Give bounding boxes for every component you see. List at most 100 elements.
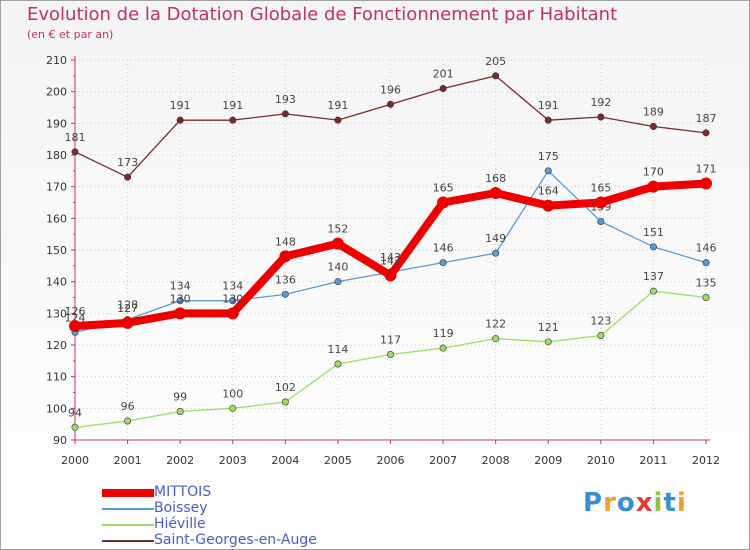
data-label: 170 (643, 166, 664, 179)
y-tick-label: 90 (53, 434, 67, 447)
data-label: 191 (327, 99, 348, 112)
legend-swatch (102, 540, 154, 542)
data-point (492, 72, 500, 80)
data-label: 130 (222, 292, 243, 305)
data-point (597, 331, 605, 339)
data-label: 134 (170, 280, 191, 293)
data-label: 99 (173, 391, 187, 404)
x-tick-label: 2006 (377, 454, 405, 467)
chart-title: Evolution de la Dotation Globale de Fonc… (27, 4, 618, 25)
data-point (281, 398, 289, 406)
x-tick-label: 2005 (324, 454, 352, 467)
data-label: 173 (117, 156, 138, 169)
data-point (176, 407, 184, 415)
data-label: 124 (65, 311, 86, 324)
data-label: 187 (696, 112, 717, 125)
logo-letter: r (603, 488, 617, 518)
data-point (649, 123, 657, 131)
data-point (544, 338, 552, 346)
data-point (597, 218, 605, 226)
x-tick-label: 2001 (114, 454, 142, 467)
data-label: 171 (696, 163, 717, 176)
y-tick-label: 100 (46, 402, 67, 415)
data-label: 164 (538, 185, 559, 198)
data-point (226, 307, 239, 320)
x-tick-label: 2011 (639, 454, 667, 467)
data-point (176, 297, 184, 305)
data-point (229, 404, 237, 412)
data-point (439, 344, 447, 352)
data-point (281, 290, 289, 298)
data-label: 191 (538, 99, 559, 112)
data-label: 140 (327, 261, 348, 274)
data-point (492, 335, 500, 343)
data-point (69, 320, 81, 332)
y-tick-label: 210 (46, 54, 67, 67)
data-label: 151 (643, 226, 664, 239)
data-point (386, 100, 394, 108)
data-point (176, 116, 184, 124)
data-point (439, 85, 447, 93)
data-point (384, 269, 397, 282)
x-tick-label: 2000 (61, 454, 89, 467)
data-label: 121 (538, 321, 559, 334)
data-point (439, 259, 447, 267)
data-label: 128 (117, 299, 138, 312)
data-point (492, 249, 500, 257)
data-point (71, 423, 79, 431)
data-label: 181 (65, 131, 86, 144)
data-label: 96 (121, 400, 135, 413)
data-point (124, 173, 132, 181)
data-point (71, 148, 79, 156)
y-tick-label: 180 (46, 149, 67, 162)
data-point (334, 116, 342, 124)
data-label: 94 (68, 406, 82, 419)
data-point (702, 259, 710, 267)
data-label: 137 (643, 270, 664, 283)
y-tick-label: 160 (46, 212, 67, 225)
data-point (544, 167, 552, 175)
data-label: 196 (380, 83, 401, 96)
x-tick-label: 2010 (587, 454, 615, 467)
data-point (174, 307, 187, 320)
data-label: 168 (485, 172, 506, 185)
data-point (542, 199, 555, 212)
data-point (594, 196, 607, 209)
data-label: 175 (538, 150, 559, 163)
data-point (489, 187, 502, 199)
x-tick-label: 2009 (534, 454, 562, 467)
data-label: 130 (170, 292, 191, 305)
data-point (334, 360, 342, 368)
data-point (702, 293, 710, 301)
proxiti-logo: Proxiti (583, 488, 687, 518)
y-tick-label: 120 (46, 339, 67, 352)
data-point (334, 278, 342, 286)
y-tick-label: 170 (46, 181, 67, 194)
data-label: 191 (222, 99, 243, 112)
data-label: 146 (433, 242, 454, 255)
logo-letter: i (653, 488, 664, 518)
data-point (700, 177, 712, 190)
y-tick-label: 150 (46, 244, 67, 257)
data-point (544, 116, 552, 124)
data-label: 127 (117, 302, 138, 315)
data-label: 119 (433, 327, 454, 340)
y-tick-label: 140 (46, 276, 67, 289)
legend-swatch (102, 524, 154, 526)
data-label: 146 (696, 242, 717, 255)
data-label: 134 (222, 280, 243, 293)
data-point (702, 129, 710, 137)
data-label: 102 (275, 381, 296, 394)
legend-label: Boissey (154, 500, 208, 516)
chart-subtitle: (en € et par an) (27, 28, 114, 41)
legend-label: Saint-Georges-en-Auge (154, 532, 317, 548)
data-label: 123 (590, 315, 611, 328)
data-point (437, 196, 450, 209)
x-tick-label: 2004 (271, 454, 299, 467)
y-tick-label: 130 (46, 307, 67, 320)
legend-swatch (102, 489, 154, 497)
data-label: 142 (380, 254, 401, 267)
logo-letter: x (635, 488, 654, 518)
data-point (121, 316, 134, 329)
